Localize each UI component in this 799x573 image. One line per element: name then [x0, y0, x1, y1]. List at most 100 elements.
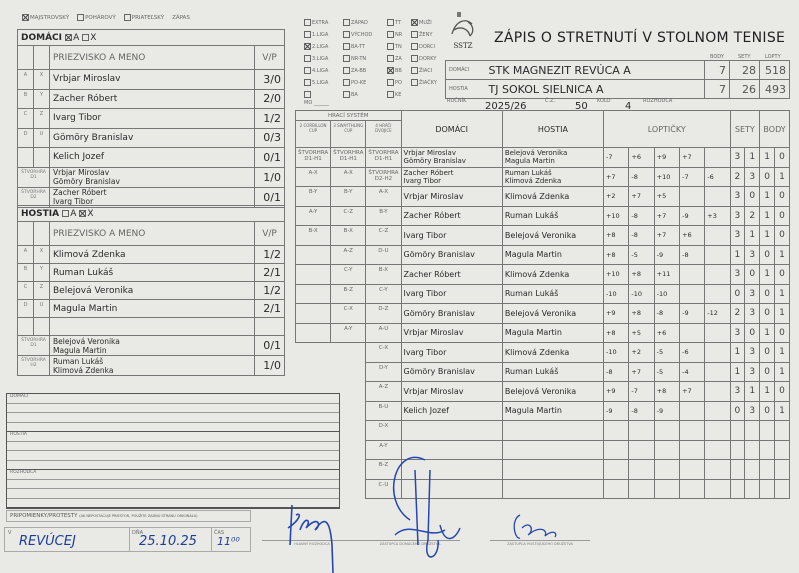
matches-rows-s2: A-Y — [330, 322, 367, 343]
home-doubles-vp: 0/1 — [254, 186, 285, 208]
game-score: -12 — [704, 303, 731, 324]
league-checkbox[interactable] — [304, 19, 311, 26]
game-score: +2 — [628, 342, 655, 363]
league-checkbox[interactable] — [343, 67, 350, 74]
league-checkbox[interactable] — [411, 31, 418, 38]
player-row: A X Vrbjar Miroslav 3/0 — [17, 69, 285, 90]
away-player: Klimová Zdenka — [501, 186, 604, 207]
protests-field[interactable]: PRIPOMIENKY/PROTESTY (AK NEPOSTAČUJE PRI… — [6, 510, 251, 522]
notes-box[interactable]: DOMÁCI HOSTIA ROZHODCA — [6, 393, 340, 509]
match-type-checkbox[interactable] — [123, 14, 131, 21]
match-type: MAJSTROVSKÝ POHÁROVÝ PRIATEĽSKÝ ZÁPAS — [22, 14, 190, 21]
note-line — [7, 480, 339, 489]
matches-rows-s3: D-U — [365, 244, 402, 265]
option-x-checkbox[interactable] — [79, 209, 87, 217]
league-checkbox[interactable] — [387, 91, 394, 98]
league-checkbox[interactable] — [387, 55, 394, 62]
league-checkbox[interactable] — [387, 19, 394, 26]
sets-cell: 3 — [729, 264, 746, 285]
sets-cell: 3 — [744, 342, 761, 363]
points-cell — [759, 420, 776, 441]
league-checkbox[interactable] — [343, 19, 350, 26]
game-score — [653, 420, 681, 441]
league-checkbox[interactable] — [304, 55, 311, 62]
game-score: +10 — [602, 205, 630, 226]
away-rep-signature — [513, 514, 557, 539]
league-checkbox[interactable] — [387, 43, 394, 50]
option-x-checkbox[interactable] — [82, 33, 90, 41]
match-type-checkbox[interactable] — [77, 14, 85, 21]
league-checkbox[interactable] — [304, 67, 311, 74]
away-player — [501, 420, 604, 441]
form-type-options-label: MAJSTROVSKÝ — [30, 15, 70, 21]
away-players-vp: 1/2 — [254, 281, 285, 300]
matches-rows-s3: A-U — [365, 322, 402, 343]
doubles-row: ŠTVORHRA H2 Ruman Lukáš Klimová Zdenka 1/0 — [17, 355, 285, 376]
match-type-checkbox[interactable] — [22, 14, 29, 21]
league-checkbox[interactable] — [411, 79, 418, 86]
match-row: C-U — [296, 478, 790, 499]
matches-rows-s2: A-Z — [330, 244, 367, 265]
league-checkbox[interactable] — [304, 31, 311, 38]
home-doubles-p1: Vrbjar Miroslav — [53, 168, 110, 177]
home-doubles-p2: Gömöry Branislav — [53, 177, 120, 186]
league-checkbox[interactable] — [411, 55, 418, 62]
league-checkbox[interactable] — [343, 91, 350, 98]
game-score: -8 — [679, 244, 706, 265]
home-player: Ivarg Tibor — [400, 342, 503, 363]
matches-rows-s3: C-U — [365, 478, 402, 499]
league-checkbox[interactable] — [387, 67, 394, 74]
league-checkbox[interactable] — [343, 31, 350, 38]
game-score: +6 — [628, 147, 655, 168]
game-score: -6 — [704, 166, 731, 187]
league-checkbox[interactable] — [343, 55, 350, 62]
game-score: +9 — [602, 303, 630, 324]
league-checkbox[interactable] — [304, 79, 311, 86]
home-doubles-label: ŠTVORHRA D1 — [17, 166, 50, 188]
doubles-row: ŠTVORHRA D1 Vrbjar Miroslav Gömöry Branisl… — [17, 166, 285, 188]
league-option: NR — [387, 31, 402, 38]
summary-home-label: DOMÁCI — [449, 67, 470, 73]
away-player: Ruman Lukáš — [501, 361, 604, 382]
option-a-checkbox[interactable] — [65, 33, 73, 41]
home-players-k1 — [17, 147, 34, 168]
matches-rows-home: Vrbjar Miroslav — [403, 386, 464, 396]
league-checkbox[interactable] — [411, 19, 418, 26]
league-checkbox[interactable] — [343, 79, 350, 86]
league-checkbox[interactable] — [387, 31, 394, 38]
league-checkbox[interactable] — [343, 43, 350, 50]
league-checkbox[interactable] — [304, 91, 311, 98]
matches-rows-s3: A-X — [365, 186, 402, 207]
points-cell: 0 — [759, 342, 776, 363]
player-row: Kelich Jozef 0/1 — [17, 147, 285, 168]
league-checkbox[interactable] — [411, 67, 418, 74]
away-player: Klimová Zdenka — [501, 342, 604, 363]
game-score — [704, 244, 731, 265]
home-player: Gömöry Branislav — [400, 361, 503, 382]
away-players-name: Ruman Lukáš — [49, 263, 255, 282]
points-cell: 1 — [774, 400, 790, 421]
matches-rows-home: Gömöry Branislav — [403, 367, 475, 377]
away-heading: HOSTIA — [21, 208, 60, 219]
option-a-checkbox[interactable] — [62, 209, 70, 217]
home-players-k2: X — [33, 69, 50, 90]
points-cell — [774, 459, 790, 480]
league-checkbox[interactable] — [304, 43, 311, 50]
league-checkbox[interactable] — [387, 79, 394, 86]
home-team-row: DOMÁCI STK MAGNEZIT REVÚCA A 7 28 518 — [445, 60, 790, 80]
player-row: B Y Ruman Lukáš 2/1 — [17, 263, 285, 282]
matches-rows-s3: C-Z — [365, 225, 402, 246]
matches-rows-home: Vrbjar Miroslav — [403, 328, 464, 338]
game-score: +6 — [679, 225, 706, 246]
league-checkbox[interactable] — [411, 43, 418, 50]
summary-away-lopty: 493 — [759, 79, 790, 99]
home-player — [400, 478, 503, 499]
game-score — [602, 478, 630, 499]
matches-rows-s3: C-X — [365, 342, 402, 363]
home-team-name: STK MAGNEZIT REVÚCA A — [485, 60, 705, 80]
game-score — [704, 283, 731, 304]
sstz-logo: SSTZ — [448, 12, 478, 50]
sets-cell: 1 — [744, 147, 761, 168]
matches-rows-s2: C-X — [330, 303, 367, 324]
matches-rows-s1: B-Y — [294, 186, 332, 207]
